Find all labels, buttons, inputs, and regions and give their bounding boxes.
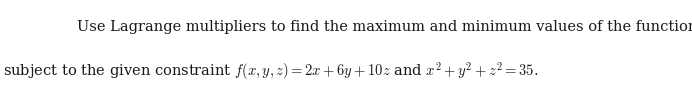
- Text: Use Lagrange multipliers to find the maximum and minimum values of the function: Use Lagrange multipliers to find the max…: [78, 20, 692, 34]
- Text: subject to the given constraint $f(x, y, z) = 2x + 6y + 10z$ and $x^2 + y^2 + z^: subject to the given constraint $f(x, y,…: [3, 60, 539, 82]
